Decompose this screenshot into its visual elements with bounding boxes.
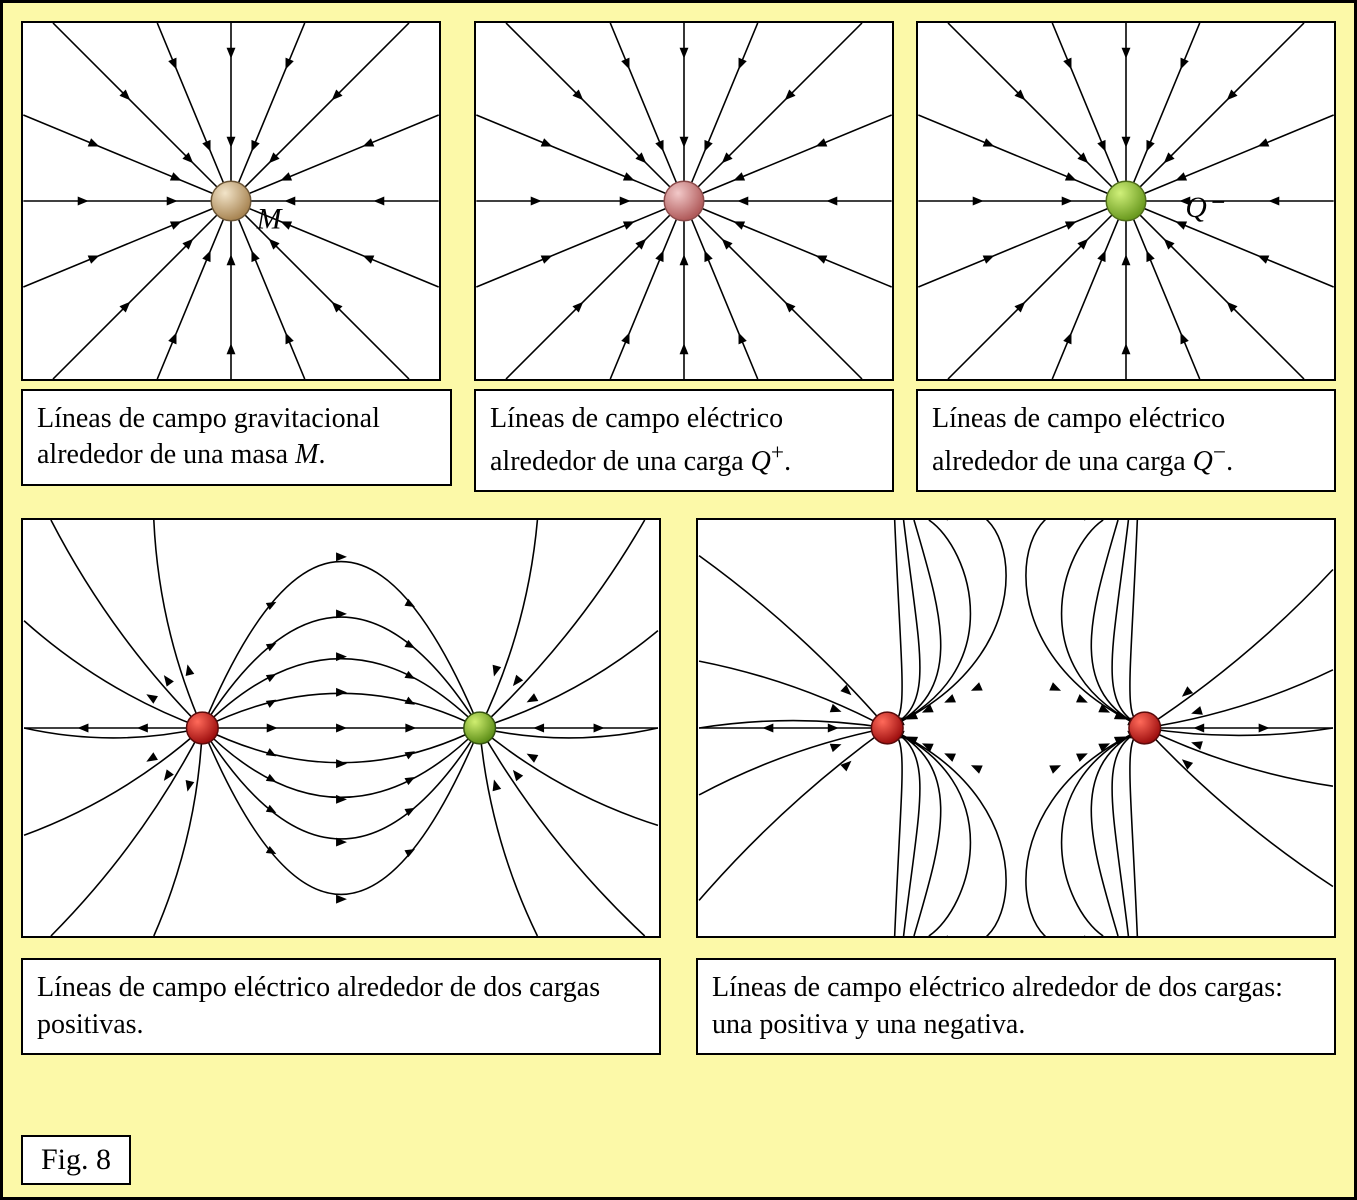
figure-label: Fig. 8 [21,1135,131,1185]
caption-qminus: Líneas de campo eléctrico alrededor de u… [916,389,1336,492]
diagram-qminus: Q⁻ [916,21,1336,381]
diagram-grav: M [21,21,441,381]
svg-text:Q⁻: Q⁻ [1185,192,1224,224]
panel-col-grav: M Líneas de campo gravitacional alrededo… [21,21,452,492]
diagram-dipole [21,518,661,938]
caption-text: Líneas de campo gravitacional alrededor … [37,403,380,470]
figure-frame: M Líneas de campo gravitacional alrededo… [0,0,1357,1200]
diagram-twopos [696,518,1336,938]
panel-col-qplus: Líneas de campo eléctrico alrededor de u… [474,21,894,492]
panel-col-dipole: Líneas de campo eléctrico alrededor de d… [21,518,661,1055]
panel-col-qminus: Q⁻ Líneas de campo eléctrico alrededor d… [916,21,1336,492]
caption-qplus: Líneas de campo eléctrico alrededor de u… [474,389,894,492]
panel-col-twopos: Líneas de campo eléctrico alrededor de d… [696,518,1336,1055]
svg-text:M: M [256,204,284,236]
caption-twopos: Líneas de campo eléctrico alrededor de d… [696,958,1336,1055]
caption-grav: Líneas de campo gravitacional alrededor … [21,389,452,486]
diagram-qplus [474,21,894,381]
caption-text: Líneas de campo eléctrico alrededor de d… [712,972,1283,1039]
bottom-row: Líneas de campo eléctrico alrededor de d… [21,518,1336,1055]
caption-dipole: Líneas de campo eléctrico alrededor de d… [21,958,661,1055]
top-row: M Líneas de campo gravitacional alrededo… [21,21,1336,492]
caption-text: Líneas de campo eléctrico alrededor de u… [932,403,1233,477]
caption-text: Líneas de campo eléctrico alrededor de u… [490,403,791,477]
caption-text: Líneas de campo eléctrico alrededor de d… [37,972,600,1039]
